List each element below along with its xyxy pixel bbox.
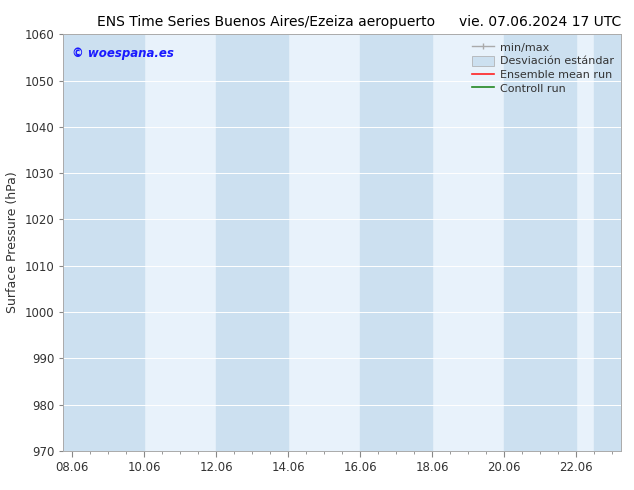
Text: ENS Time Series Buenos Aires/Ezeiza aeropuerto: ENS Time Series Buenos Aires/Ezeiza aero… bbox=[97, 15, 436, 29]
Bar bbox=[216, 34, 288, 451]
Bar bbox=[594, 34, 621, 451]
Bar bbox=[360, 34, 432, 451]
Legend: min/max, Desviación estándar, Ensemble mean run, Controll run: min/max, Desviación estándar, Ensemble m… bbox=[470, 40, 616, 96]
Text: vie. 07.06.2024 17 UTC: vie. 07.06.2024 17 UTC bbox=[459, 15, 621, 29]
Bar bbox=[63, 34, 145, 451]
Text: © woespana.es: © woespana.es bbox=[72, 47, 174, 60]
Bar bbox=[504, 34, 576, 451]
Y-axis label: Surface Pressure (hPa): Surface Pressure (hPa) bbox=[6, 172, 19, 314]
